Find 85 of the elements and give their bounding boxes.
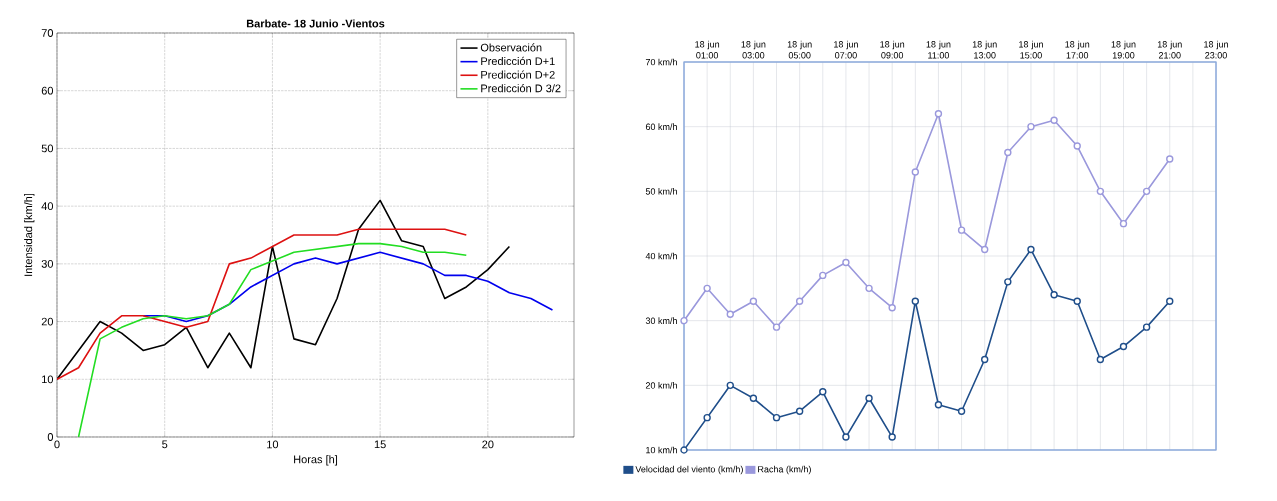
x-tick-label: 18 jun 01:00 bbox=[695, 40, 720, 59]
point bbox=[888, 304, 896, 312]
x-tick-label: 18 jun 23:00 bbox=[1204, 40, 1228, 59]
point bbox=[865, 394, 873, 402]
x-tick-label: 18 jun 03:00 bbox=[741, 40, 766, 59]
point bbox=[842, 433, 850, 441]
legend-label: Observación bbox=[480, 43, 542, 52]
x-tick-label: 18 jun 05:00 bbox=[787, 40, 812, 59]
x-tick-label: 18 jun 07:00 bbox=[834, 40, 858, 59]
point bbox=[1050, 116, 1058, 124]
x-axis-title: Horas [h] bbox=[294, 455, 338, 466]
point bbox=[703, 413, 711, 422]
point bbox=[842, 258, 850, 267]
point bbox=[1004, 278, 1012, 286]
point bbox=[1004, 148, 1012, 157]
point bbox=[680, 446, 688, 454]
point bbox=[726, 381, 734, 390]
x-tick-label: 18 jun 11:00 bbox=[926, 40, 951, 59]
y-tick-label: 70 km/h bbox=[645, 58, 677, 66]
y-tick-label: 50 km/h bbox=[645, 188, 677, 195]
x-tick-label: 5 bbox=[162, 440, 168, 449]
x-tick-label: 0 bbox=[54, 440, 60, 449]
point bbox=[749, 394, 758, 402]
point bbox=[981, 355, 989, 364]
x-tick-label: 18 jun 17:00 bbox=[1065, 40, 1090, 59]
x-tick-label: 18 jun 13:00 bbox=[972, 40, 997, 59]
point bbox=[819, 388, 827, 396]
y-tick-label: 0 bbox=[47, 433, 54, 441]
x-tick-label: 18 jun 21:00 bbox=[1157, 40, 1182, 59]
y-tick-label: 20 bbox=[41, 317, 54, 326]
point bbox=[772, 323, 781, 331]
y-tick-label: 20 km/h bbox=[645, 382, 677, 389]
y-tick-label: 70 bbox=[41, 29, 54, 37]
point bbox=[981, 245, 989, 254]
y-tick-label: 40 km/h bbox=[645, 252, 677, 260]
point bbox=[934, 401, 943, 409]
x-tick-label: 18 jun 15:00 bbox=[1019, 40, 1043, 59]
y-tick-label: 60 km/h bbox=[645, 123, 677, 130]
point bbox=[911, 297, 920, 305]
point bbox=[865, 284, 873, 293]
point bbox=[1166, 297, 1174, 305]
y-tick-label: 50 bbox=[41, 144, 54, 153]
y-tick-label: 40 bbox=[41, 202, 54, 211]
point bbox=[888, 433, 896, 441]
point bbox=[1027, 245, 1035, 254]
x-tick-label: 15 bbox=[374, 440, 386, 449]
y-tick-label: 10 bbox=[42, 375, 54, 384]
point bbox=[1050, 291, 1058, 299]
x-tick-label: 18 jun 19:00 bbox=[1111, 40, 1136, 59]
point bbox=[726, 310, 734, 318]
x-tick-label: 18 jun 09:00 bbox=[880, 40, 905, 59]
point bbox=[1119, 219, 1128, 228]
point bbox=[957, 226, 966, 234]
point bbox=[1073, 297, 1081, 305]
y-tick-label: 30 bbox=[41, 259, 54, 268]
point bbox=[1027, 122, 1035, 131]
point bbox=[1119, 342, 1128, 351]
point bbox=[957, 407, 966, 415]
legend-label: Velocidad del viento (km/h) bbox=[635, 465, 743, 475]
point bbox=[795, 407, 804, 415]
y-axis-title: Intensidad [km/h] bbox=[24, 193, 35, 276]
point bbox=[1142, 187, 1151, 196]
point bbox=[911, 168, 920, 176]
point bbox=[934, 110, 943, 118]
point bbox=[819, 271, 827, 280]
point bbox=[703, 284, 711, 293]
point bbox=[1142, 323, 1151, 331]
point bbox=[1096, 355, 1105, 364]
point bbox=[772, 413, 781, 422]
point bbox=[680, 316, 688, 325]
point bbox=[795, 297, 804, 305]
legend-label: Predicción D+1 bbox=[481, 56, 555, 66]
legend-label: Predicción D+2 bbox=[481, 70, 555, 79]
y-tick-label: 10 km/h bbox=[646, 446, 677, 454]
point bbox=[1166, 155, 1174, 163]
legend-label: Racha (km/h) bbox=[758, 465, 811, 475]
chart-title: Barbate- 18 Junio -Vientos bbox=[246, 19, 385, 28]
point bbox=[749, 297, 758, 305]
y-tick-label: 60 bbox=[41, 86, 54, 95]
x-tick-label: 10 bbox=[267, 440, 279, 449]
legend-label: Predicción D 3/2 bbox=[481, 84, 561, 93]
y-tick-label: 30 km/h bbox=[645, 317, 677, 324]
point bbox=[1073, 142, 1081, 150]
x-tick-label: 20 bbox=[482, 440, 494, 449]
point bbox=[1096, 187, 1105, 196]
